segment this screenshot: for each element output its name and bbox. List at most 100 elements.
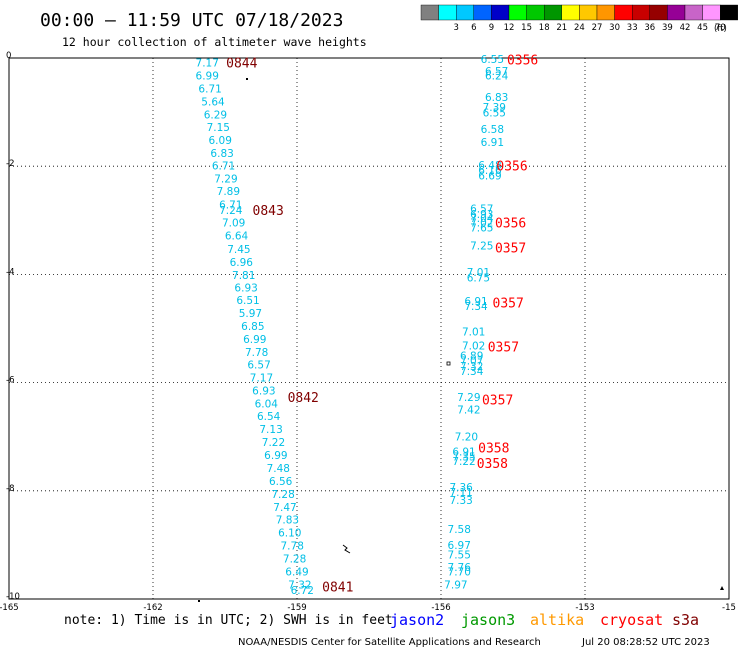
swh-value-label: 6.83	[210, 148, 233, 160]
pass-time-label: 0841	[322, 581, 353, 596]
swh-value-label: 6.49	[285, 566, 308, 578]
swh-value-label: 6.93	[252, 386, 275, 398]
x-tick-label: -165	[0, 603, 19, 613]
x-tick-label: -156	[431, 603, 450, 613]
legend-bin-label: 9	[489, 23, 494, 33]
y-tick-label: -6	[6, 376, 14, 386]
swh-value-label: 6.71	[219, 200, 242, 212]
swh-value-label: 6.57	[247, 360, 270, 372]
swh-tracks: 7.176.996.715.646.297.156.096.836.717.29…	[196, 54, 509, 597]
swh-value-label: 6.51	[236, 295, 259, 307]
mission-jason3: jason3	[461, 611, 515, 629]
footer-credit: NOAA/NESDIS Center for Satellite Applica…	[238, 637, 541, 648]
swh-value-label: 6.16	[478, 165, 502, 177]
swh-value-label: 6.04	[255, 399, 279, 411]
swh-value-label: 7.81	[232, 270, 255, 282]
mission-s3a: s3a	[672, 611, 699, 629]
swh-value-label: 6.99	[243, 334, 266, 346]
x-tick-label: -162	[143, 603, 162, 613]
swh-value-label: 7.29	[214, 174, 237, 186]
pass-time-label: 0356	[507, 54, 538, 69]
swh-value-label: 7.32	[288, 579, 311, 591]
mission-cryosat: cryosat	[600, 611, 663, 629]
swh-value-label: 7.24	[219, 205, 243, 217]
y-tick-label: -10	[6, 592, 20, 602]
legend-swatch	[544, 4, 563, 21]
swh-value-label: 7.02	[462, 340, 485, 352]
swh-value-label: 7.70	[448, 566, 471, 578]
legend-bin-label: 27	[592, 23, 603, 33]
pass-time-label: 0358	[477, 457, 508, 472]
x-tick-label: -15	[722, 603, 736, 613]
legend-bin-label: 45	[697, 23, 708, 33]
swh-value-label: 7.83	[276, 514, 299, 526]
swh-value-label: 6.24	[485, 70, 509, 82]
chart-subtitle: 12 hour collection of altimeter wave hei…	[62, 35, 367, 49]
chart-title: 00:00 – 11:59 UTC 07/18/2023	[40, 10, 343, 31]
swh-value-label: 7.04	[470, 213, 494, 225]
legend-swatch	[456, 4, 475, 21]
swh-value-label: 7.22	[262, 437, 285, 449]
pass-time-label: 0357	[488, 340, 519, 355]
footer-note: note: 1) Time is in UTC; 2) SWH is in fe…	[64, 613, 393, 628]
swh-value-label: 6.89	[460, 351, 483, 363]
track-marker	[342, 544, 351, 554]
swh-value-label: 7.22	[452, 456, 475, 468]
pass-time-label: 0356	[495, 216, 526, 231]
swh-value-label: 7.65	[470, 222, 493, 234]
swh-value-label: 7.13	[259, 424, 282, 436]
swh-color-legend: 3 6 9 12 15 18 21 24 27 30 33 36 39 42 45 70	[420, 4, 739, 33]
swh-value-label: 7.29	[457, 392, 480, 404]
swh-value-label: 6.97	[448, 540, 471, 552]
track-marker	[198, 600, 200, 602]
swh-value-label: 7.17	[196, 57, 219, 69]
legend-swatch	[667, 4, 686, 21]
swh-value-label: 7.09	[222, 217, 245, 229]
swh-value-label: 7.11	[449, 487, 472, 499]
y-tick-label: -4	[6, 267, 14, 277]
swh-value-label: 6.99	[264, 450, 287, 462]
legend-bin-label: 30	[609, 23, 620, 33]
swh-value-label: 7.97	[444, 579, 467, 591]
plot-frame	[8, 57, 730, 600]
swh-value-label: 7.34	[460, 366, 484, 378]
swh-value-label: 6.69	[478, 170, 501, 182]
swh-value-label: 6.96	[230, 257, 254, 269]
swh-value-label: 7.25	[470, 241, 493, 253]
legend-bin-label: 42	[680, 23, 691, 33]
swh-value-label: 7.17	[250, 373, 273, 385]
swh-value-label: 7.28	[283, 553, 306, 565]
swh-value-label: 7.89	[217, 186, 240, 198]
legend-bin-label: 15	[521, 23, 532, 33]
legend-swatch	[720, 4, 739, 21]
swh-value-label: 6.09	[209, 135, 232, 147]
legend-swatch	[420, 4, 439, 21]
mission-jason2: jason2	[390, 611, 444, 629]
y-tick-label: -8	[6, 484, 14, 494]
pass-time-label: 0842	[288, 391, 319, 406]
legend-swatch	[438, 4, 457, 21]
swh-value-label: 7.76	[448, 562, 472, 574]
swh-value-label: 5.64	[201, 96, 225, 108]
swh-value-label: 7.55	[448, 550, 471, 562]
legend-bin-label: 6	[471, 23, 476, 33]
legend-bin-label: 70	[715, 23, 726, 33]
swh-value-label: 6.93	[470, 209, 493, 221]
legend-swatch	[596, 4, 615, 21]
swh-value-label: 6.85	[241, 321, 264, 333]
pass-time-label: 0356	[496, 160, 527, 175]
legend-swatch	[561, 4, 580, 21]
legend-swatch	[702, 4, 721, 21]
swh-value-label: 6.10	[278, 527, 301, 539]
mission-altika: altika	[530, 611, 584, 629]
swh-value-label: 7.78	[245, 347, 268, 359]
legend-bin-label: 21	[556, 23, 567, 33]
legend-swatch	[473, 4, 492, 21]
legend-bin-label: 3	[453, 23, 458, 33]
legend-swatch	[614, 4, 633, 21]
legend-bin-label: 39	[662, 23, 673, 33]
legend-unit: (ft)	[714, 24, 727, 34]
swh-value-label: 6.57	[485, 66, 508, 78]
swh-value-label: 6.56	[269, 476, 293, 488]
